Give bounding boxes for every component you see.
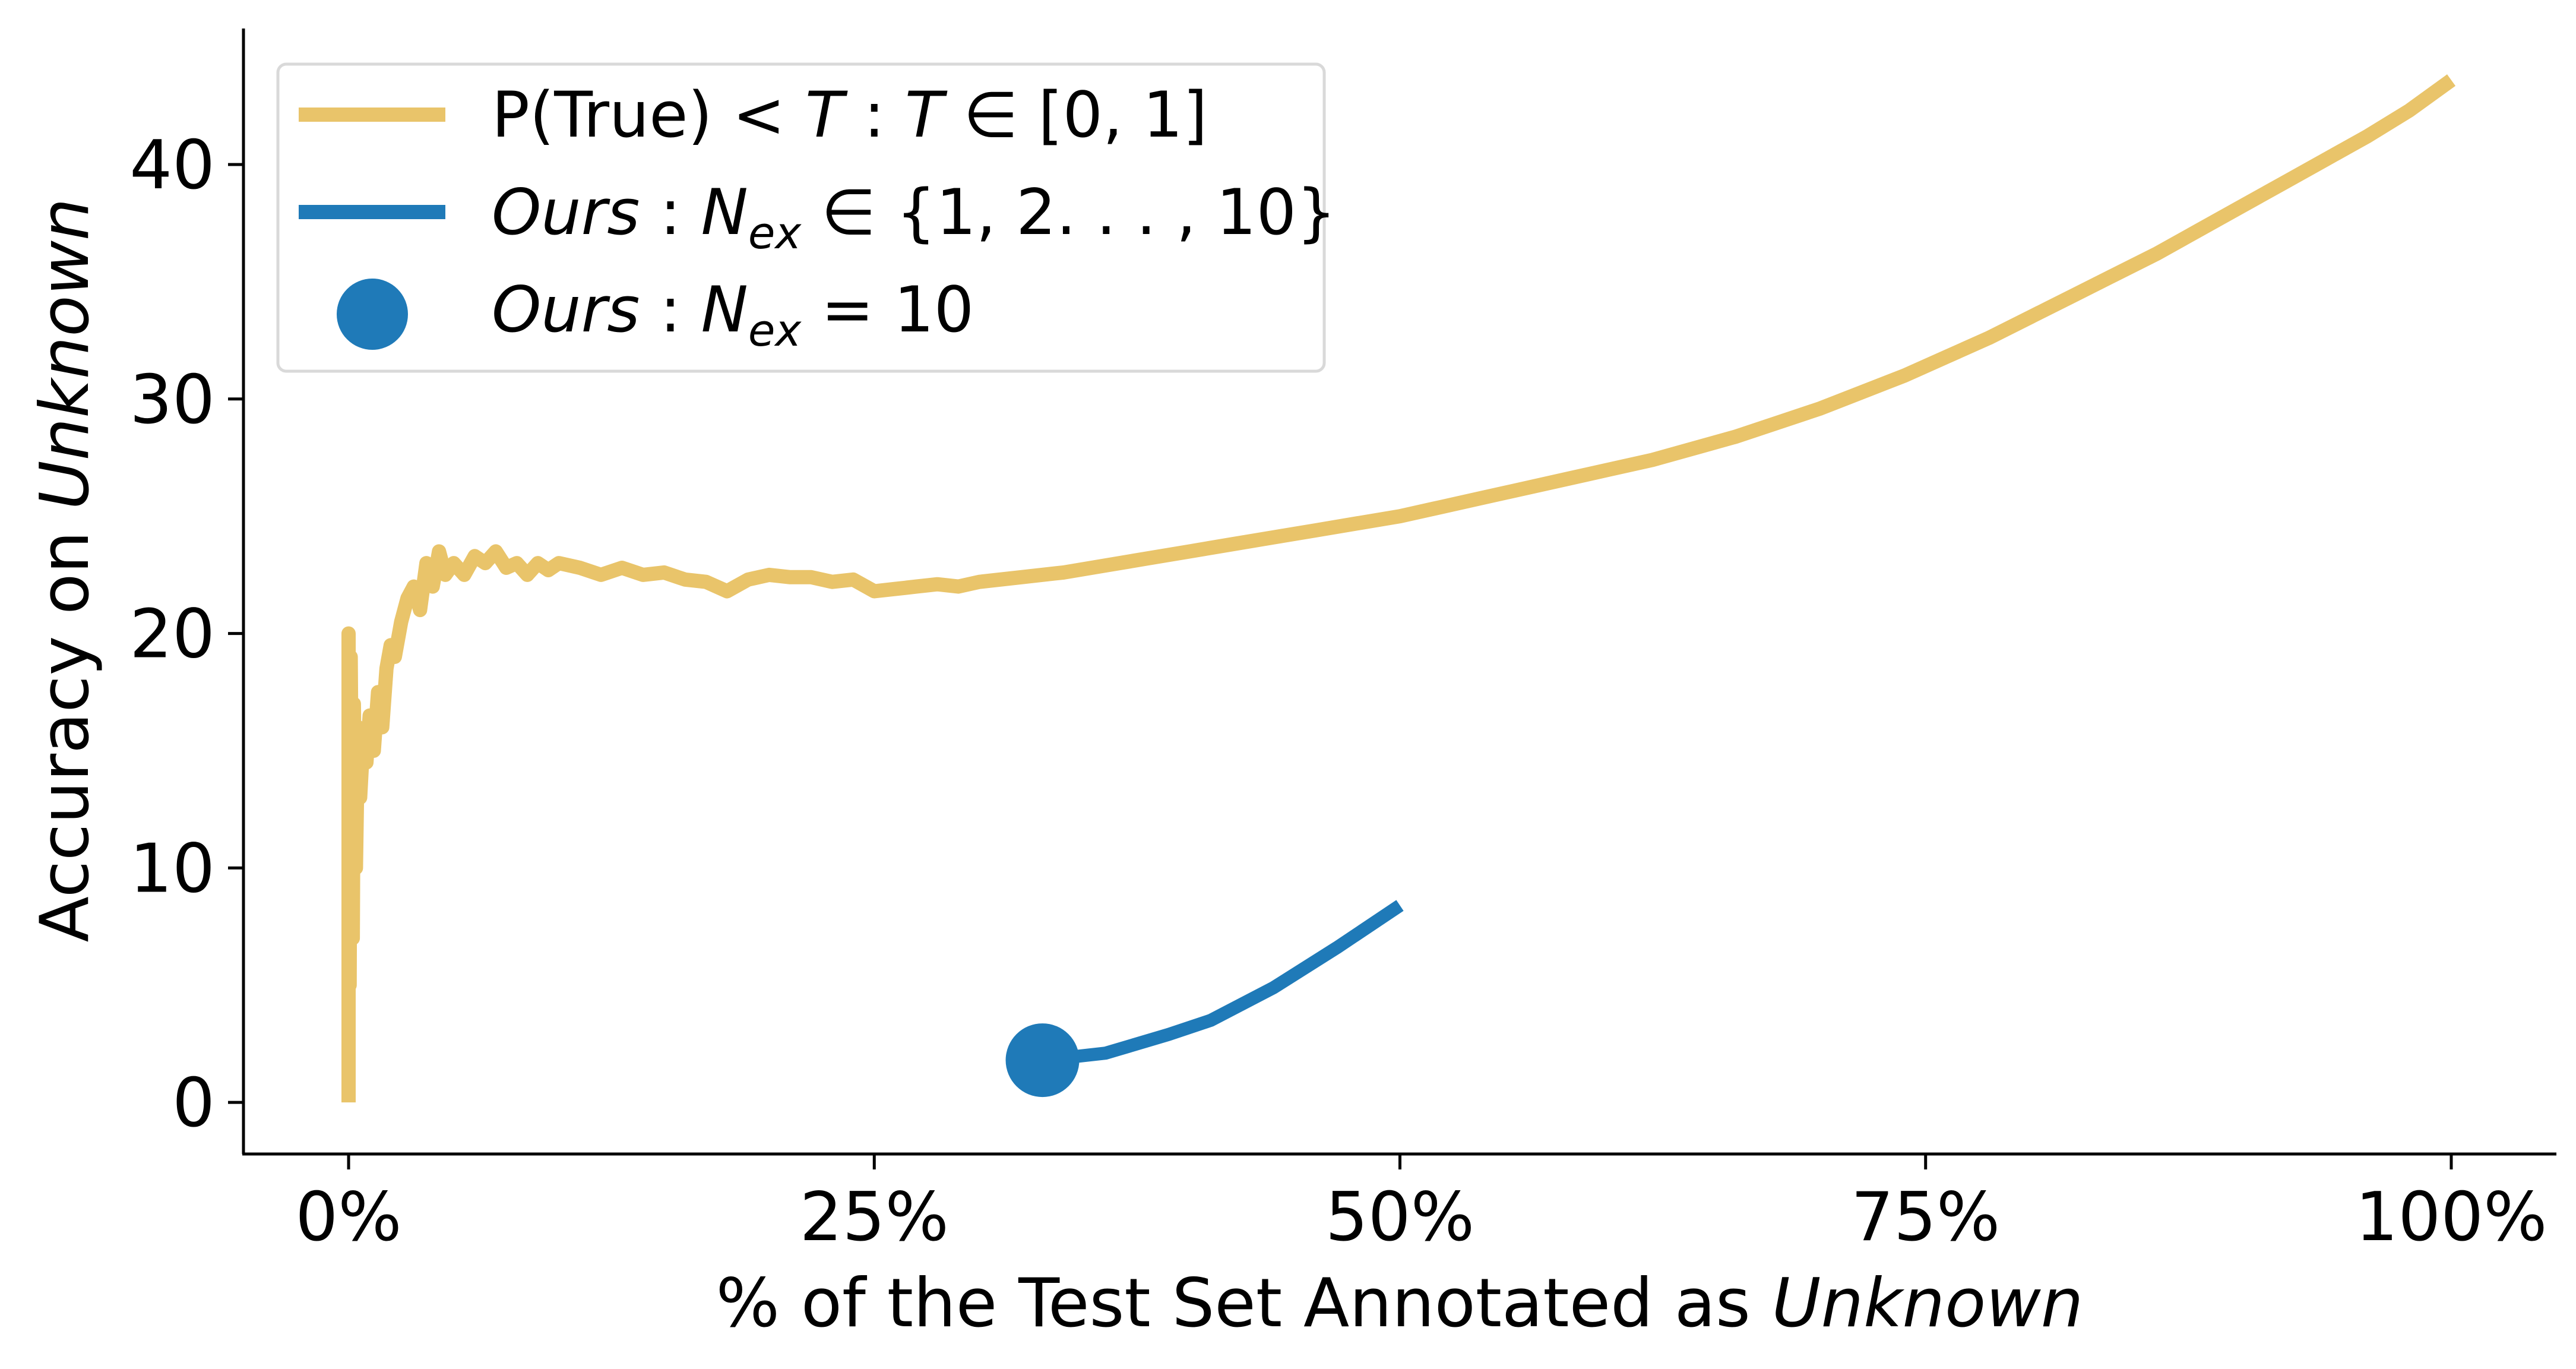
x-axis-title-italic: Unknown [1772, 1264, 2084, 1342]
series-ptrue-line [341, 74, 2456, 1103]
y-ticks: 0 10 20 30 40 [129, 126, 243, 1142]
y-tick-label: 30 [129, 361, 215, 439]
y-tick-label: 0 [172, 1064, 215, 1142]
legend-ours-line-ours: Ours [492, 176, 640, 249]
x-axis-title-prefix: % of the Test Set Annotated as [716, 1264, 1772, 1342]
legend-ours-point-suffix: = 10 [801, 273, 974, 346]
x-axis-title: % of the Test Set Annotated as Unknown [716, 1264, 2084, 1342]
y-tick-label: 10 [129, 829, 215, 908]
legend-ours-line-suffix: ∈ {1, 2. . . , 10} [801, 176, 1336, 249]
legend-ptrue-prefix: P(True) < [492, 78, 805, 151]
legend-ours-point-ours: Ours [492, 273, 640, 346]
legend-label-ours-point: Ours : Nex = 10 [492, 273, 974, 356]
legend-swatch-ours-point [337, 279, 408, 350]
legend-frame [276, 62, 1326, 373]
legend-ours-point-sub: ex [748, 305, 802, 356]
legend-ptrue-mid: : [844, 78, 905, 151]
x-tick-label: 0% [295, 1178, 401, 1256]
legend: P(True) < T : T ∈ [0, 1] Ours : Nex ∈ {1… [276, 62, 1336, 373]
x-tick-label: 50% [1325, 1178, 1474, 1256]
legend-ptrue-t2: T [905, 78, 948, 151]
y-axis-title-prefix: Accuracy on [26, 510, 104, 943]
legend-ours-line-mid: : [640, 176, 701, 249]
legend-label-ptrue: P(True) < T : T ∈ [0, 1] [492, 78, 1207, 151]
legend-label-ours-line: Ours : Nex ∈ {1, 2. . . , 10} [492, 176, 1336, 259]
x-tick-label: 25% [800, 1178, 949, 1256]
legend-ptrue-t1: T [805, 78, 848, 151]
legend-ptrue-suffix: ∈ [0, 1] [944, 78, 1208, 151]
series-layer [341, 74, 2456, 1103]
series-ours-point [1005, 1023, 1080, 1098]
x-tick-label: 75% [1851, 1178, 2000, 1256]
y-axis-title-italic: Unknown [26, 198, 104, 510]
series-ours-line [1042, 900, 1404, 1067]
x-tick-label: 100% [2355, 1178, 2547, 1256]
x-ticks: 0% 25% 50% 75% 100% [295, 1154, 2547, 1256]
legend-ours-point-mid: : [640, 273, 701, 346]
legend-ours-point-n: N [701, 273, 748, 346]
y-axis-title: Accuracy on Unknown [26, 198, 104, 942]
y-tick-label: 20 [129, 595, 215, 674]
legend-ours-line-n: N [701, 176, 748, 249]
legend-ours-line-sub: ex [748, 208, 802, 259]
y-tick-label: 40 [129, 126, 215, 204]
